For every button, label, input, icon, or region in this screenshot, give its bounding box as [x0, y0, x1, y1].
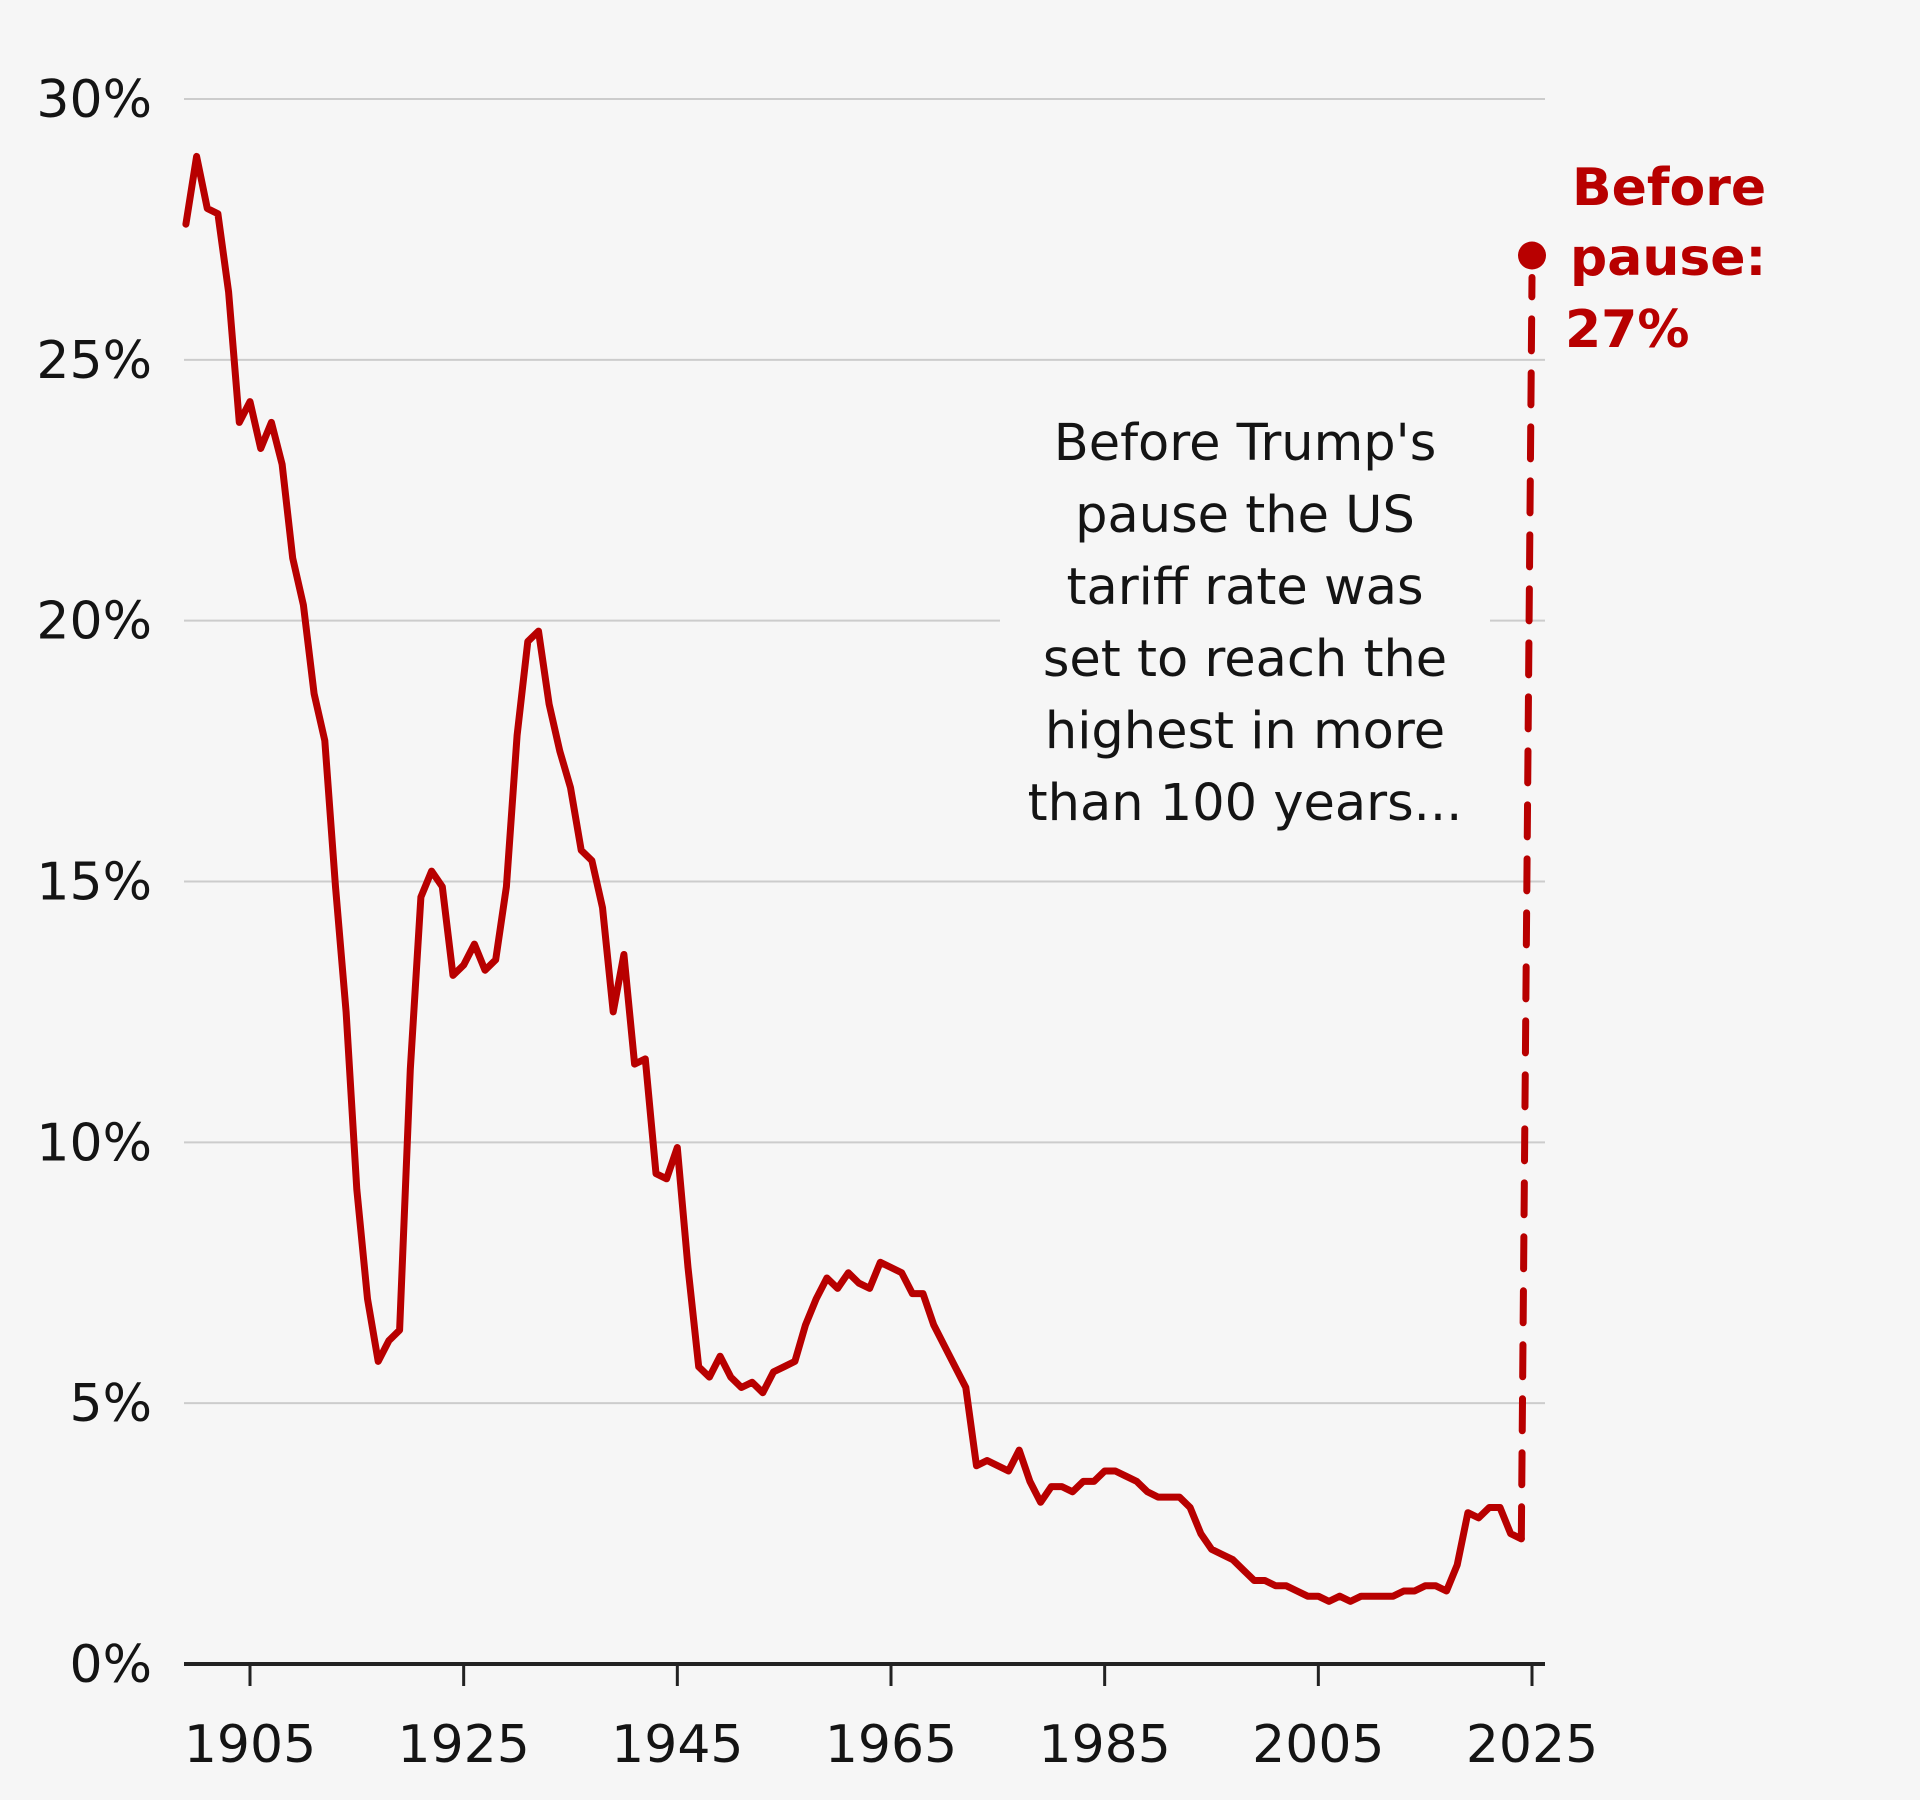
projection-dashed-line: [1517, 274, 1536, 1543]
y-tick-label: 15%: [36, 853, 152, 913]
y-axis-labels: 0% 5% 10% 15% 20% 25% 30%: [36, 70, 152, 1695]
callout-line: pause:: [1570, 228, 1766, 288]
projection-point: [1518, 241, 1546, 270]
annotation-text: Before Trump's pause the US tariff rate wa…: [1028, 414, 1463, 833]
callout-line: 27%: [1565, 300, 1689, 360]
annotation-line: tariff rate was: [1066, 558, 1423, 617]
x-tick-label: 2025: [1466, 1715, 1598, 1775]
x-tick-label: 1905: [184, 1715, 316, 1775]
projection-group: [1517, 241, 1546, 1543]
y-tick-label: 20%: [36, 592, 152, 652]
callout-line: Before: [1572, 158, 1766, 218]
x-tick-label: 1965: [825, 1715, 957, 1775]
annotation-line: highest in more: [1045, 702, 1445, 761]
x-tick-label: 1925: [397, 1715, 529, 1775]
x-tick-label: 1945: [611, 1715, 743, 1775]
annotation-line: than 100 years...: [1028, 774, 1463, 833]
x-tick-label: 2005: [1252, 1715, 1384, 1775]
annotation-line: pause the US: [1075, 486, 1415, 545]
series-group: [182, 152, 1525, 1605]
y-tick-label: 10%: [36, 1113, 152, 1173]
x-tick-label: 1985: [1038, 1715, 1170, 1775]
annotation-line: set to reach the: [1043, 630, 1447, 689]
annotation-line: Before Trump's: [1054, 414, 1437, 473]
y-tick-label: 0%: [70, 1635, 153, 1695]
annotation-background: [1000, 405, 1490, 845]
y-tick-label: 25%: [36, 331, 152, 391]
x-axis: 1905 1925 1945 1965 1985 2005 2025: [184, 1662, 1598, 1775]
tariff-rate-series-line: [182, 152, 1525, 1605]
y-tick-label: 5%: [70, 1374, 153, 1434]
y-tick-label: 30%: [36, 70, 152, 130]
before-pause-label: Before pause: 27%: [1565, 158, 1766, 360]
gridlines: [184, 98, 1545, 1405]
